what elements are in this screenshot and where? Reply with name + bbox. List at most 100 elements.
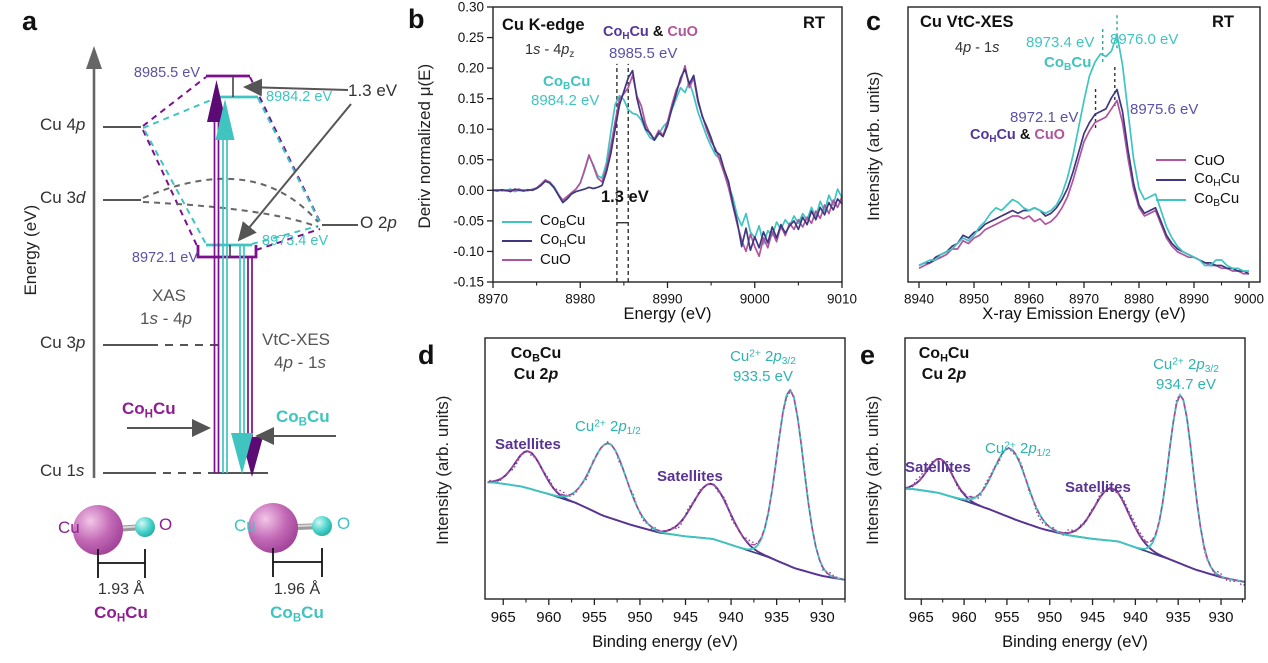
cohcu-bond-length: 1.93 Å	[97, 581, 145, 598]
vtc-xes-transition-arrows	[231, 246, 263, 477]
gap-1-3ev-label: 1.3 eV	[348, 81, 398, 100]
svg-text:930: 930	[1209, 609, 1234, 626]
xas-title: Cu K-edge	[502, 16, 585, 34]
vtc-transition-annotation: 4p - 1s	[955, 40, 1000, 56]
svg-text:965: 965	[491, 609, 516, 626]
vtc-xes-chart-canvas: 8940 8950 8960 8970 8980 8990 9000	[858, 0, 1268, 335]
svg-text:9000: 9000	[740, 292, 770, 307]
satellites-annotation-1: Satellites	[905, 459, 971, 476]
panel-e-xps-cohcu-chart: 965 960 955 950 945 940 935 930 e CoHCu Cu 2p C…	[857, 330, 1268, 663]
peak-8984-label: 8984.2 eV	[531, 92, 600, 109]
cobcu-line-swatch	[1156, 199, 1186, 201]
cohcu-molecule	[73, 505, 155, 578]
panel-a-energy-diagram: a Energy (eV) 8985.5 eV 8984.2 eV 8972.1…	[0, 0, 405, 663]
svg-text:8980: 8980	[1124, 292, 1154, 307]
vtc-xes-xaxis-title: X-ray Emission Energy (eV)	[982, 305, 1186, 323]
energy-axis-arrowhead	[86, 46, 102, 69]
panel-b-xas-chart: 8970 8980 8990 9000 9010 0.30 0.25 0.20 0.15 0.10…	[405, 0, 860, 330]
svg-text:-0.05: -0.05	[453, 213, 484, 228]
svg-text:8970: 8970	[478, 292, 508, 307]
xas-transition-label: 1s - 4p	[140, 309, 192, 328]
cu2p32-peak-annotation: Cu2+ 2p3/2 933.5 eV	[730, 348, 796, 386]
peak-8972-label: 8972.1 eV	[1010, 109, 1079, 126]
vtc-xes-legend: CuO CoHCu CoBCu	[1156, 150, 1240, 210]
svg-text:8960: 8960	[1014, 292, 1044, 307]
svg-text:950: 950	[627, 609, 652, 626]
svg-text:-0.15: -0.15	[453, 275, 484, 290]
satellites-annotation-2: Satellites	[657, 468, 723, 485]
cobcu-arrow-label: CoBCu	[276, 407, 330, 429]
xas-transition-annotation: 1s - 4pz	[525, 42, 575, 60]
cu1s-level-label: Cu 1s	[40, 461, 85, 480]
peak-8985-label: 8985.5 eV	[609, 45, 678, 62]
svg-text:960: 960	[952, 609, 977, 626]
xas-label: XAS	[152, 286, 187, 305]
cu2p12-peak-annotation: Cu2+ 2p1/2	[575, 418, 641, 438]
svg-text:0.05: 0.05	[458, 152, 484, 167]
svg-text:8980: 8980	[565, 292, 595, 307]
cu3p-level-label: Cu 3p	[40, 333, 86, 352]
svg-text:0.25: 0.25	[458, 30, 484, 45]
xps-cohcu-chart-canvas: 965 960 955 950 945 940 935 930	[857, 330, 1268, 663]
legend-item-cohcu: CoHCu	[1156, 170, 1240, 190]
o2p-level-label: O 2p	[360, 213, 397, 232]
svg-text:-0.10: -0.10	[453, 244, 484, 259]
svg-text:955: 955	[994, 609, 1019, 626]
svg-text:935: 935	[1166, 609, 1191, 626]
xas-legend: CoBCu CoHCu CuO	[502, 212, 586, 269]
panel-letter-b: b	[408, 4, 425, 34]
panel-letter-a: a	[22, 6, 38, 36]
energy-axis-label: Energy (eV)	[20, 204, 40, 296]
legend-item-cobcu: CoBCu	[502, 212, 586, 231]
svg-text:0.15: 0.15	[458, 91, 484, 106]
svg-text:940: 940	[719, 609, 744, 626]
satellites-annotation-2: Satellites	[1065, 479, 1131, 496]
xps-xaxis-title: Binding energy (eV)	[1002, 633, 1148, 651]
separation-1-3ev-label: 1.3 eV	[601, 188, 649, 206]
svg-text:9000: 9000	[1234, 292, 1264, 307]
svg-text:0.10: 0.10	[458, 122, 484, 137]
panel-letter-d: d	[418, 340, 435, 370]
xps-cobcu-chart-canvas: 965 960 955 950 945 940 935 930	[405, 330, 857, 663]
cu4p-level-label: Cu 4p	[40, 115, 86, 134]
rt-badge: RT	[1212, 13, 1234, 31]
level-8984-label: 8984.2 eV	[266, 89, 333, 105]
vtc-xes-yaxis-title: Intensity (arb. units)	[863, 71, 883, 221]
cohcu-line-swatch	[502, 239, 532, 242]
svg-text:940: 940	[1123, 609, 1148, 626]
svg-text:0.00: 0.00	[458, 183, 484, 198]
vtc-xes-label: VtC-XES	[262, 330, 331, 349]
svg-text:0.30: 0.30	[458, 0, 484, 15]
level-8985-label: 8985.5 eV	[133, 65, 200, 81]
cobcu-line-swatch	[502, 220, 532, 223]
svg-text:945: 945	[1080, 609, 1105, 626]
gap-arrow-bottom	[237, 103, 352, 242]
cuo-line-swatch	[1156, 159, 1186, 161]
legend-item-cuo: CuO	[502, 250, 586, 269]
xps-yaxis-title: Intensity (arb. units)	[432, 395, 452, 545]
xas-transition-arrows	[207, 80, 235, 473]
cohcu-o-atom-label: O	[159, 515, 173, 534]
xps-sample-title: CoBCu Cu 2p	[510, 345, 562, 384]
svg-text:8940: 8940	[904, 292, 934, 307]
cohcu-line-swatch	[1156, 179, 1186, 181]
cu2p32-peak-annotation: Cu2+ 2p3/2 934.7 eV	[1153, 356, 1219, 394]
satellites-annotation-1: Satellites	[495, 436, 561, 453]
cobcu-molecule	[248, 503, 332, 577]
vtc-xes-title: Cu VtC-XES	[920, 13, 1014, 31]
svg-text:8970: 8970	[1069, 292, 1099, 307]
peak-8976-label: 8976.0 eV	[1110, 31, 1179, 48]
svg-text:935: 935	[764, 609, 789, 626]
panel-c-vtc-xes-chart: 8940 8950 8960 8970 8980 8990 9000 c Cu VtC-XE…	[858, 0, 1268, 330]
legend-item-cobcu: CoBCu	[1156, 190, 1240, 210]
cobcu-cu-atom-label: Cu	[234, 516, 256, 535]
svg-text:0.20: 0.20	[458, 61, 484, 76]
xas-yaxis-title: Deriv normalized μ(E)	[414, 63, 434, 229]
peak-8975-label: 8975.6 eV	[1130, 101, 1199, 118]
xas-chart-canvas: 8970 8980 8990 9000 9010 0.30 0.25 0.20 0.15 0.10…	[405, 0, 860, 335]
svg-text:955: 955	[582, 609, 607, 626]
energy-diagram-graphic	[73, 46, 358, 578]
cobcu-molecule-label: CoBCu	[270, 603, 324, 625]
cu3d-level-label: Cu 3d	[40, 188, 86, 207]
